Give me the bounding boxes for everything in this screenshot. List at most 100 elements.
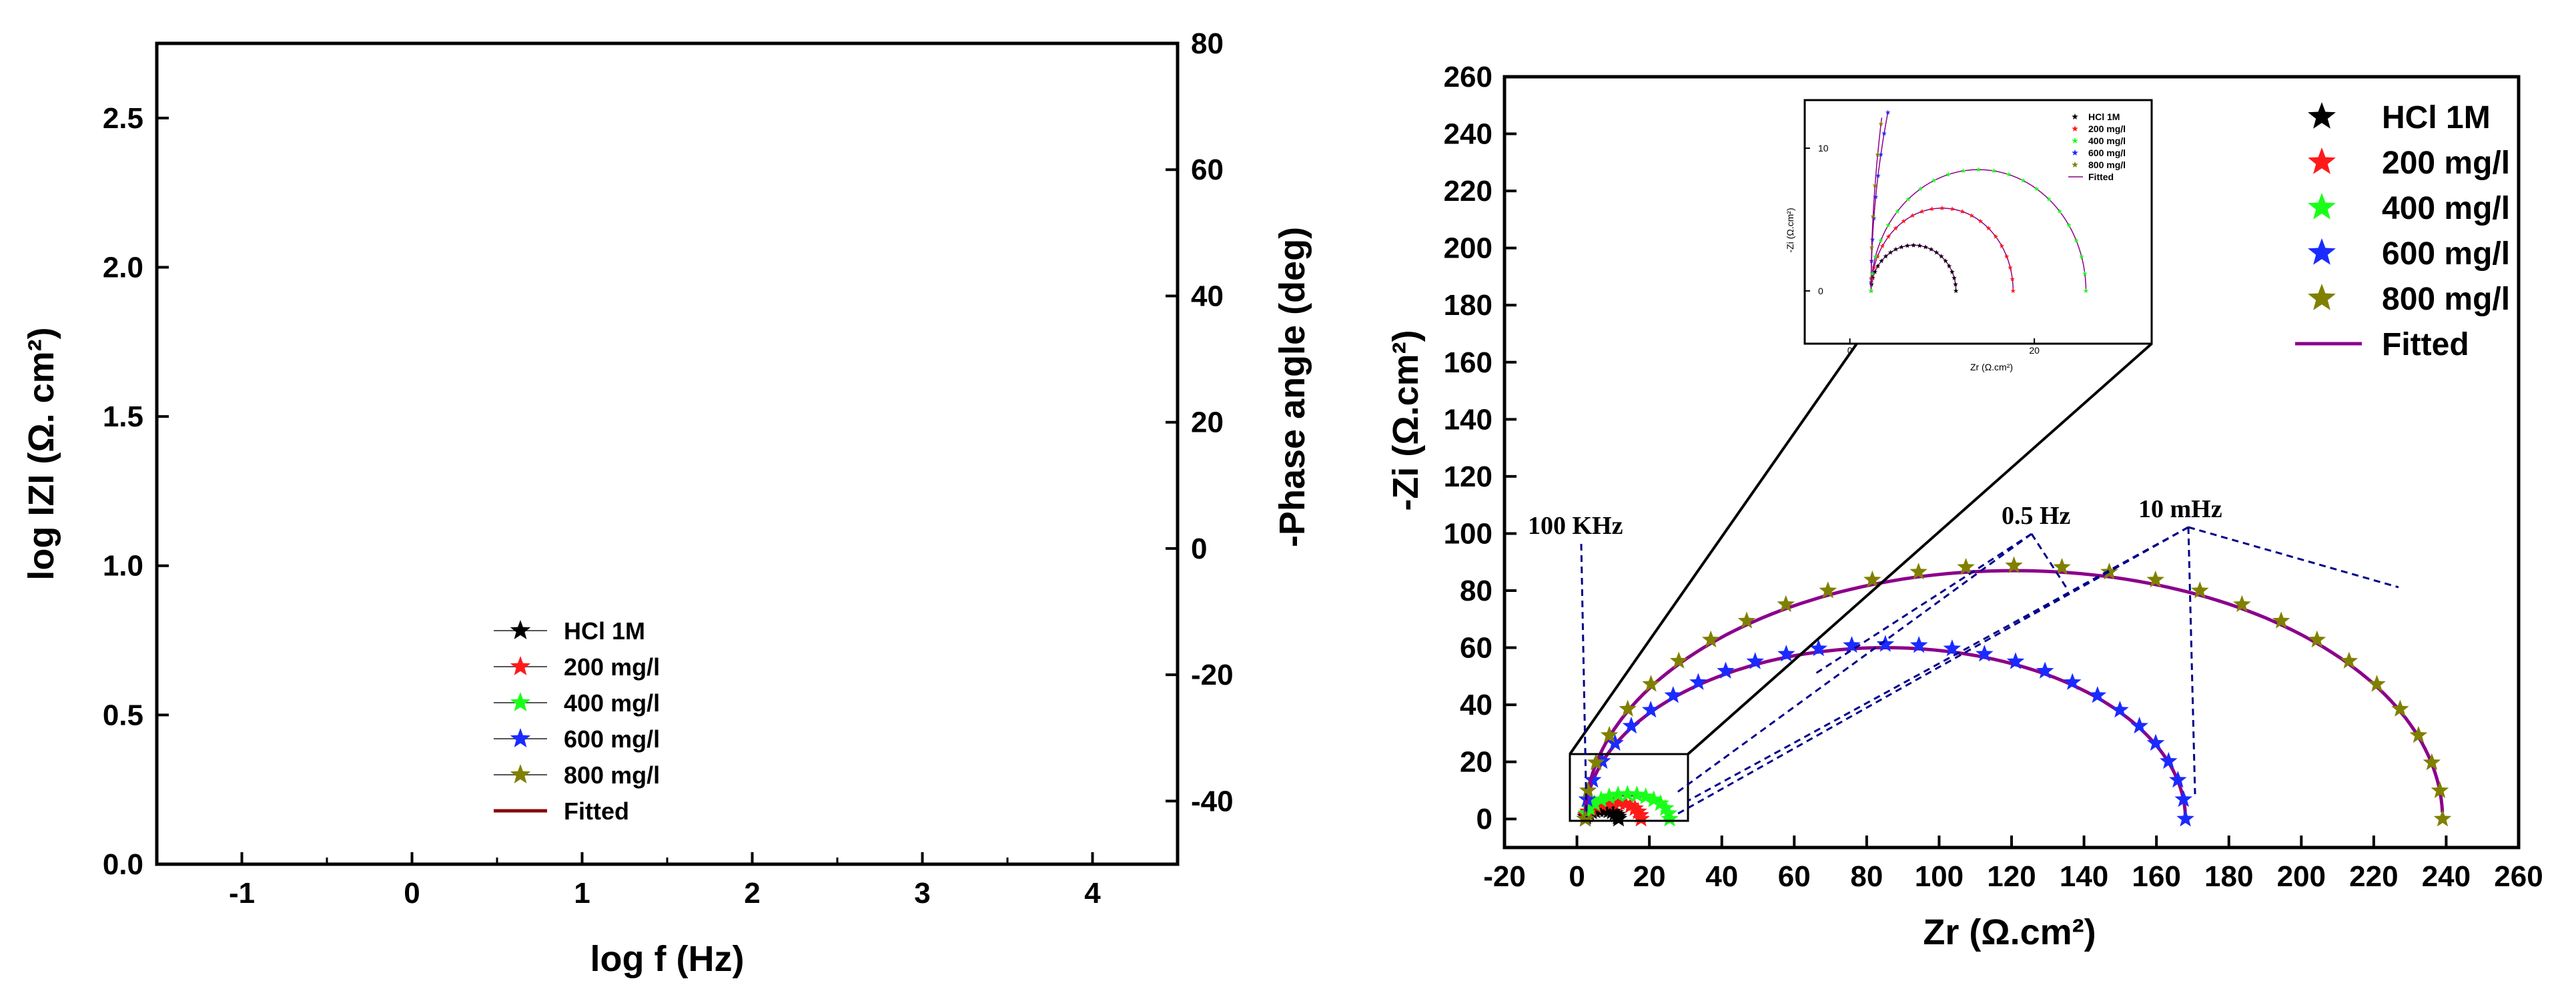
inset-point — [1875, 263, 1881, 269]
bode-right-y-label: -Phase angle (deg) — [1272, 227, 1312, 547]
bode-legend-label: 800 mg/l — [564, 761, 660, 789]
nyquist-point — [2160, 751, 2178, 769]
inset-point — [1895, 208, 1900, 214]
nyquist-point — [1909, 563, 1927, 580]
inset-legend-label: 200 mg/l — [2088, 123, 2126, 134]
nyquist-point — [1641, 701, 1660, 718]
inset-point — [1950, 269, 1955, 274]
inset-point — [2006, 172, 2012, 177]
nyquist-x-tick-label: 240 — [2422, 860, 2471, 893]
nyquist-y-tick-label: 40 — [1460, 689, 1492, 721]
nyquist-point — [1632, 809, 1650, 827]
inset-point — [1999, 243, 2005, 249]
inset-point — [1872, 269, 1877, 274]
nyquist-point — [1717, 661, 1735, 679]
inset-point — [1978, 218, 1984, 224]
inset-legend-label: Fitted — [2088, 172, 2114, 182]
zoom-connector-right — [1687, 342, 2153, 755]
inset-point — [1893, 226, 1898, 231]
annotation-0-5hz: 0.5 Hz — [2002, 502, 2071, 530]
nyquist-point — [1619, 785, 1637, 802]
nyquist-point — [1609, 785, 1627, 803]
nyquist-point — [1746, 652, 1764, 669]
inset-point — [2079, 254, 2084, 259]
nyquist-point — [1619, 699, 1637, 717]
annotation-100khz: 100 KHz — [1528, 512, 1623, 540]
nyquist-point — [1777, 645, 1795, 662]
nyquist-point — [1584, 771, 1602, 788]
nyquist-x-tick-label: 0 — [1569, 860, 1585, 893]
inset-point — [1946, 263, 1952, 269]
bode-x-tick-label: 4 — [1084, 877, 1101, 910]
nyquist-point — [1669, 651, 1688, 669]
bode-legend-marker — [510, 656, 531, 675]
inset-point — [1879, 258, 1884, 264]
inset-point — [1873, 254, 1878, 259]
nyquist-y-tick-label: 240 — [1444, 118, 1492, 151]
bode-right-y-tick-label: -20 — [1191, 659, 1234, 691]
inset-point — [1940, 205, 1945, 211]
nyquist-point — [2100, 563, 2118, 580]
bode-x-tick-label: 3 — [914, 877, 930, 910]
nyquist-point — [2308, 630, 2326, 648]
inset-point — [2057, 208, 2062, 214]
nyquist-x-tick-label: 220 — [2349, 860, 2398, 893]
bode-legend-marker — [510, 620, 531, 639]
nyquist-point — [1626, 799, 1644, 816]
nyquist-legend-marker — [2308, 238, 2336, 265]
bode-right-y-tick-label: 60 — [1191, 153, 1224, 186]
annotation-leaders — [1580, 526, 2399, 818]
nyquist-point — [2146, 733, 2165, 751]
inset-point — [1885, 109, 1891, 115]
inset-point — [1901, 218, 1907, 224]
nyquist-point — [1777, 595, 1795, 613]
inset-point — [1917, 243, 1922, 248]
inset-y-tick-label: 10 — [1818, 143, 1829, 153]
nyquist-point — [2409, 725, 2428, 743]
nyquist-point — [1579, 781, 1597, 798]
nyquist-x-tick-label: 80 — [1850, 860, 1883, 893]
inset-point — [1885, 234, 1891, 239]
nyquist-point — [2391, 699, 2409, 717]
nyquist-point — [2176, 809, 2194, 827]
inset-y-label: -Zi (Ω.cm²) — [1785, 208, 1795, 252]
inset-point — [1905, 243, 1910, 248]
nyquist-legend-label: 600 mg/l — [2382, 236, 2510, 272]
nyquist-y-label: -Zi (Ω.cm²) — [1386, 330, 1426, 511]
nyquist-x-tick-label: 120 — [1987, 860, 2036, 893]
nyquist-legend-marker — [2308, 147, 2336, 174]
inset-point — [1953, 288, 1959, 294]
inset-point — [1934, 250, 1940, 255]
bode-legend-label: 600 mg/l — [564, 725, 660, 753]
nyquist-point — [1585, 794, 1604, 811]
bode-x-tick-label: 2 — [744, 877, 760, 910]
nyquist-point — [1600, 787, 1619, 805]
inset-point — [1883, 254, 1889, 259]
bode-x-tick-label: -1 — [229, 877, 255, 910]
inset-legend-label: 600 mg/l — [2088, 147, 2126, 158]
bode-right-y-tick-label: 0 — [1191, 533, 1207, 565]
nyquist-point — [1701, 630, 1720, 648]
inset-legend-label: 400 mg/l — [2088, 135, 2126, 146]
nyquist-point — [1587, 753, 1605, 771]
inset-x-label: Zr (Ω.cm²) — [1970, 362, 2013, 372]
bode-legend-marker — [510, 692, 531, 711]
nyquist-y-tick-label: 140 — [1444, 403, 1492, 436]
nyquist-point — [1581, 799, 1599, 816]
inset-point — [1869, 244, 1875, 250]
nyquist-y-tick-label: 20 — [1460, 746, 1492, 779]
nyquist-y-tick-label: 0 — [1476, 803, 1492, 836]
bode-x-label: log f (Hz) — [590, 939, 745, 979]
inset-fit-line — [1870, 117, 1883, 291]
inset-point — [1893, 246, 1899, 252]
nyquist-point — [1609, 809, 1628, 827]
inset-point — [1929, 206, 1935, 212]
nyquist-y-tick-label: 100 — [1444, 517, 1492, 550]
inset-point — [2010, 276, 2015, 282]
nyquist-point — [2174, 789, 2193, 807]
inset-point — [1879, 243, 1885, 249]
leader-10mhz-a — [1687, 526, 2189, 802]
inset-legend-marker — [2072, 161, 2078, 168]
inset-point — [2004, 254, 2010, 259]
nyquist-point — [2423, 753, 2441, 771]
